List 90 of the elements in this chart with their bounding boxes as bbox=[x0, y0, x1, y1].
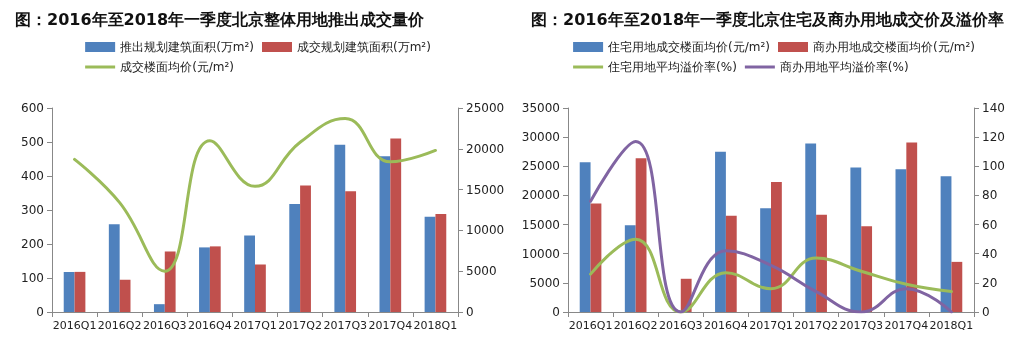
legend-label: 商办用地平均溢价率(%) bbox=[779, 60, 909, 74]
y-tick-label: 500 bbox=[21, 135, 44, 149]
chart-title: 图：2016年至2018年一季度北京整体用地推出成交量价 bbox=[15, 9, 426, 29]
legend-label: 成交规划建筑面积(万m²) bbox=[297, 40, 431, 54]
bar bbox=[579, 162, 591, 312]
y-tick-label: 25000 bbox=[521, 159, 560, 174]
y2-tick-label: 60 bbox=[982, 217, 998, 232]
y-tick-label: 300 bbox=[21, 203, 44, 217]
x-tick-label: 2016Q1 bbox=[568, 319, 613, 332]
y-tick-label: 200 bbox=[21, 237, 44, 251]
x-tick-label: 2016Q3 bbox=[658, 319, 703, 332]
bar bbox=[209, 246, 221, 312]
bar bbox=[725, 215, 737, 312]
x-tick-label: 2017Q3 bbox=[839, 319, 884, 332]
y-tick-label: 30000 bbox=[521, 130, 560, 145]
x-tick-label: 2017Q4 bbox=[368, 319, 413, 332]
bar bbox=[435, 214, 447, 312]
bar bbox=[334, 144, 346, 312]
line-series bbox=[589, 237, 953, 314]
x-tick-label: 2018Q1 bbox=[413, 319, 458, 332]
bar bbox=[63, 271, 75, 312]
x-tick-label: 2018Q1 bbox=[929, 319, 974, 332]
bar bbox=[244, 235, 255, 312]
x-tick-label: 2017Q4 bbox=[884, 319, 929, 332]
bar bbox=[635, 158, 647, 312]
bar bbox=[300, 185, 311, 312]
y2-tick-label: 5000 bbox=[466, 264, 497, 279]
bar bbox=[119, 279, 131, 312]
bar bbox=[108, 224, 120, 312]
x-tick-label: 2016Q4 bbox=[704, 319, 748, 332]
y-tick-label: 100 bbox=[21, 271, 44, 285]
x-tick-label: 2016Q4 bbox=[188, 319, 232, 332]
y-tick-label: 0 bbox=[552, 305, 560, 319]
bar bbox=[906, 142, 918, 312]
legend-label: 住宅用地平均溢价率(%) bbox=[607, 60, 737, 74]
y2-tick-label: 10000 bbox=[466, 223, 505, 238]
y-tick-label: 600 bbox=[21, 101, 44, 115]
bar bbox=[424, 216, 436, 312]
y-tick-label: 15000 bbox=[521, 217, 560, 232]
bar bbox=[345, 191, 357, 312]
bar bbox=[289, 203, 301, 312]
x-tick-label: 2017Q2 bbox=[794, 319, 838, 332]
line-series bbox=[73, 117, 437, 273]
bar bbox=[816, 214, 827, 312]
y-tick-label: 20000 bbox=[521, 188, 560, 203]
y2-tick-label: 25000 bbox=[466, 101, 505, 115]
y2-tick-label: 40 bbox=[982, 246, 998, 261]
y2-tick-label: 0 bbox=[466, 305, 474, 319]
y2-tick-label: 80 bbox=[982, 188, 998, 203]
y2-tick-label: 100 bbox=[982, 159, 1005, 174]
bar bbox=[861, 226, 873, 312]
y2-tick-label: 20000 bbox=[466, 141, 505, 156]
x-tick-label: 2017Q3 bbox=[323, 319, 368, 332]
bar bbox=[390, 138, 402, 312]
x-tick-label: 2016Q3 bbox=[142, 319, 187, 332]
y-tick-label: 10000 bbox=[521, 246, 560, 261]
bar bbox=[805, 143, 817, 312]
bar bbox=[199, 247, 210, 312]
x-tick-label: 2017Q2 bbox=[278, 319, 322, 332]
bar bbox=[624, 225, 636, 312]
line-series bbox=[589, 140, 953, 314]
y-tick-label: 400 bbox=[21, 169, 44, 183]
y-tick-label: 5000 bbox=[529, 275, 560, 290]
y2-tick-label: 120 bbox=[982, 130, 1005, 145]
y2-tick-label: 20 bbox=[982, 275, 998, 290]
bar bbox=[715, 151, 726, 312]
chart-title: 图：2016年至2018年一季度北京住宅及商办用地成交价及溢价率 bbox=[531, 9, 1005, 29]
x-tick-label: 2016Q2 bbox=[613, 319, 658, 332]
bar bbox=[951, 261, 963, 312]
y-tick-label: 35000 bbox=[521, 101, 560, 115]
bar bbox=[379, 156, 391, 312]
bar bbox=[164, 251, 176, 312]
y2-tick-label: 0 bbox=[982, 305, 990, 319]
x-tick-label: 2017Q1 bbox=[749, 319, 793, 332]
bar bbox=[153, 304, 165, 312]
bar bbox=[255, 264, 266, 312]
y2-tick-label: 15000 bbox=[466, 182, 505, 197]
bar bbox=[771, 182, 782, 312]
legend-label: 住宅用地成交楼面均价(元/m²) bbox=[607, 40, 770, 54]
legend-label: 商办用地成交楼面均价(元/m²) bbox=[813, 40, 975, 54]
bar bbox=[74, 271, 86, 312]
bar bbox=[850, 167, 862, 312]
bar bbox=[760, 208, 771, 312]
x-tick-label: 2016Q1 bbox=[52, 319, 97, 332]
x-tick-label: 2016Q2 bbox=[97, 319, 142, 332]
y-tick-label: 0 bbox=[36, 305, 44, 319]
legend-label: 推出规划建筑面积(万m²) bbox=[120, 40, 255, 54]
y2-tick-label: 140 bbox=[982, 101, 1005, 115]
legend-label: 成交楼面均价(元/m²) bbox=[120, 60, 235, 74]
x-tick-label: 2017Q1 bbox=[233, 319, 277, 332]
